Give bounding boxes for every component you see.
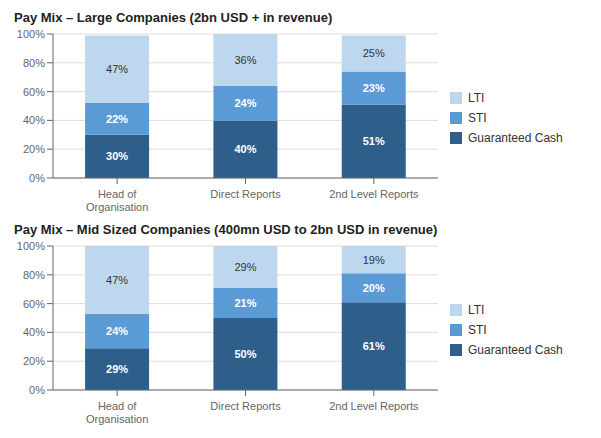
html-text:Pay Mix – Large Companies (2bn: Pay Mix – Large Companies (2bn USD + in … bbox=[14, 10, 333, 25]
svg-text:2nd Level Reports: 2nd Level Reports bbox=[329, 188, 419, 200]
svg-text:40%: 40% bbox=[23, 326, 45, 338]
svg-text:61%: 61% bbox=[363, 340, 385, 352]
svg-text:60%: 60% bbox=[23, 86, 45, 98]
svg-text:21%: 21% bbox=[234, 297, 256, 309]
svg-text:0%: 0% bbox=[29, 384, 45, 396]
svg-text:24%: 24% bbox=[234, 97, 256, 109]
svg-text:60%: 60% bbox=[23, 298, 45, 310]
svg-text:23%: 23% bbox=[363, 82, 385, 94]
svg-text:0%: 0% bbox=[29, 172, 45, 184]
svg-text:20%: 20% bbox=[23, 355, 45, 367]
svg-text:36%: 36% bbox=[234, 54, 256, 66]
svg-text:Direct Reports: Direct Reports bbox=[210, 188, 281, 200]
html-text:Guaranteed Cash: Guaranteed Cash bbox=[468, 343, 563, 357]
svg-text:25%: 25% bbox=[363, 47, 385, 59]
html-text:LTI: LTI bbox=[468, 91, 485, 105]
svg-text:Head ofOrganisation: Head ofOrganisation bbox=[86, 188, 148, 213]
svg-text:40%: 40% bbox=[234, 143, 256, 155]
svg-text:40%: 40% bbox=[23, 114, 45, 126]
svg-text:100%: 100% bbox=[17, 28, 45, 40]
svg-text:80%: 80% bbox=[23, 57, 45, 69]
svg-text:Direct Reports: Direct Reports bbox=[210, 400, 281, 412]
svg-text:51%: 51% bbox=[363, 135, 385, 147]
svg-text:24%: 24% bbox=[106, 325, 128, 337]
html-text:Pay Mix – Mid Sized Companies: Pay Mix – Mid Sized Companies (400mn USD… bbox=[14, 222, 438, 237]
svg-text:20%: 20% bbox=[363, 282, 385, 294]
svg-text:29%: 29% bbox=[234, 261, 256, 273]
svg-text:47%: 47% bbox=[106, 63, 128, 75]
svg-text:29%: 29% bbox=[106, 363, 128, 375]
svg-text:80%: 80% bbox=[23, 269, 45, 281]
html-text:STI: STI bbox=[468, 323, 487, 337]
html-text:STI: STI bbox=[468, 111, 487, 125]
svg-text:22%: 22% bbox=[106, 113, 128, 125]
svg-text:20%: 20% bbox=[23, 143, 45, 155]
html-text:LTI: LTI bbox=[468, 303, 485, 317]
svg-text:2nd Level Reports: 2nd Level Reports bbox=[329, 400, 419, 412]
svg-text:Head ofOrganisation: Head ofOrganisation bbox=[86, 400, 148, 425]
svg-text:30%: 30% bbox=[106, 150, 128, 162]
svg-text:100%: 100% bbox=[17, 240, 45, 252]
html-text:Guaranteed Cash: Guaranteed Cash bbox=[468, 131, 563, 145]
svg-text:50%: 50% bbox=[234, 348, 256, 360]
svg-text:47%: 47% bbox=[106, 274, 128, 286]
svg-text:19%: 19% bbox=[363, 254, 385, 266]
